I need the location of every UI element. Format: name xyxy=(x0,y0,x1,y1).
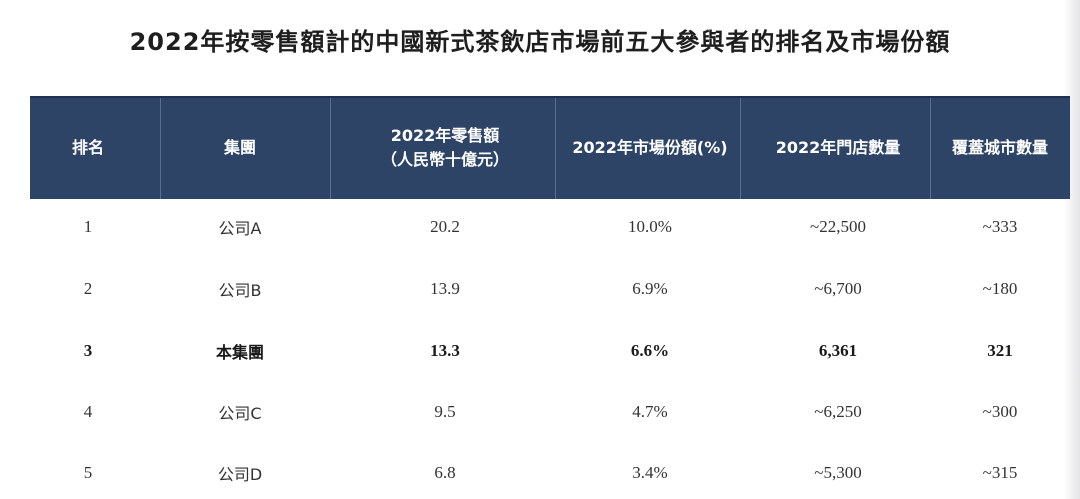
header-separator xyxy=(740,98,741,199)
table-cell: 1 xyxy=(83,217,93,236)
table-cell: ~315 xyxy=(982,463,1018,482)
table-cell: 4 xyxy=(83,402,93,421)
table-cell: 4.7% xyxy=(632,402,668,421)
table-cell: ~300 xyxy=(982,402,1018,421)
header-cell: 2022年零售額 （人民幣十億元） xyxy=(381,124,509,172)
header-cell: 覆蓋城市數量 xyxy=(952,136,1048,160)
table-cell: ~5,300 xyxy=(814,463,862,482)
table-title: 2022年按零售額計的中國新式茶飲店市場前五大參與者的排名及市場份額 xyxy=(129,28,951,56)
table-cell: 6.9% xyxy=(632,279,668,298)
table-cell: 13.9 xyxy=(430,279,460,298)
table-cell: 公司D xyxy=(217,465,263,484)
table-cell: 20.2 xyxy=(430,217,460,236)
header-separator xyxy=(930,98,931,199)
table-cell: 321 xyxy=(987,341,1013,360)
table-cell: ~333 xyxy=(982,217,1018,236)
header-text: 排名 xyxy=(71,138,105,157)
table-cell: 公司C xyxy=(218,404,262,423)
table-cell: 13.3 xyxy=(430,341,460,360)
table-cell: 公司A xyxy=(218,219,262,238)
table-cell: 9.5 xyxy=(434,402,456,421)
table-cell: 本集團 xyxy=(215,343,265,362)
table-cell: ~22,500 xyxy=(810,217,866,236)
header-separator xyxy=(555,98,556,199)
header-band xyxy=(30,96,1070,199)
table-cell: 2 xyxy=(83,279,93,298)
header-text: 覆蓋城市數量 xyxy=(951,138,1049,157)
header-cell: 2022年市場份額(%) xyxy=(572,136,727,160)
header-cell: 集團 xyxy=(224,136,256,160)
table-cell: ~6,700 xyxy=(814,279,862,298)
table-cell: 6,361 xyxy=(818,341,858,360)
page-edge xyxy=(1064,0,1080,499)
table-cell: 3 xyxy=(83,341,93,360)
header-text: （人民幣十億元） xyxy=(380,150,510,169)
table-cell: 3.4% xyxy=(632,463,668,482)
table-cell: ~180 xyxy=(982,279,1018,298)
header-text: 2022年市場份額(%) xyxy=(572,138,728,157)
header-cell: 排名 xyxy=(72,136,104,160)
header-text: 2022年門店數量 xyxy=(775,138,901,157)
table-cell: ~6,250 xyxy=(814,402,862,421)
header-text: 2022年零售額 xyxy=(390,126,500,145)
header-cell: 2022年門店數量 xyxy=(776,136,901,160)
table-cell: 10.0% xyxy=(628,217,672,236)
table-cell: 6.6% xyxy=(630,341,670,360)
header-separator xyxy=(160,98,161,199)
header-text: 集團 xyxy=(223,138,257,157)
table-cell: 5 xyxy=(83,463,93,482)
table-cell: 公司B xyxy=(218,281,262,300)
table-cell: 6.8 xyxy=(434,463,456,482)
header-separator xyxy=(330,98,331,199)
